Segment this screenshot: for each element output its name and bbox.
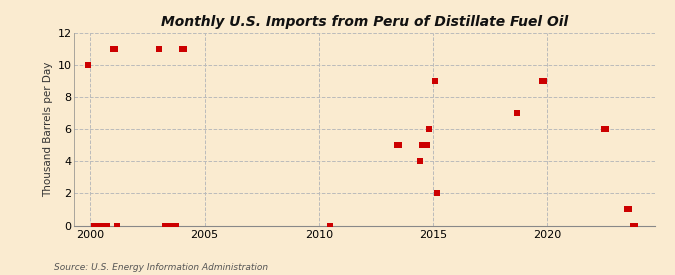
Point (429, 79, 440, 83)
Point (176, 47, 187, 51)
Point (159, 223, 170, 228)
Point (622, 207, 632, 212)
Point (624, 207, 634, 212)
Title: Monthly U.S. Imports from Peru of Distillate Fuel Oil: Monthly U.S. Imports from Peru of Distil… (161, 15, 568, 29)
Point (424, 127, 435, 131)
Point (599, 127, 610, 131)
Point (98, 223, 109, 228)
Point (83, 63, 94, 67)
Point (111, 223, 122, 228)
Point (171, 223, 182, 228)
Point (630, 223, 641, 228)
Point (88, 223, 99, 228)
Point (414, 159, 425, 164)
Point (422, 143, 433, 147)
Point (431, 191, 442, 196)
Point (628, 223, 639, 228)
Point (153, 47, 164, 51)
Point (601, 127, 612, 131)
Point (178, 47, 189, 51)
Point (416, 143, 427, 147)
Text: Source: U.S. Energy Information Administration: Source: U.S. Energy Information Administ… (54, 263, 268, 272)
Point (392, 143, 402, 147)
Point (108, 47, 119, 51)
Point (102, 223, 113, 228)
Point (325, 223, 335, 228)
Point (165, 223, 176, 228)
Point (394, 143, 404, 147)
Point (95, 223, 105, 228)
Point (420, 143, 431, 147)
Point (512, 111, 522, 116)
Point (538, 79, 549, 83)
Point (418, 143, 429, 147)
Point (109, 47, 120, 51)
Point (536, 79, 547, 83)
Y-axis label: Thousand Barrels per Day: Thousand Barrels per Day (43, 62, 53, 197)
